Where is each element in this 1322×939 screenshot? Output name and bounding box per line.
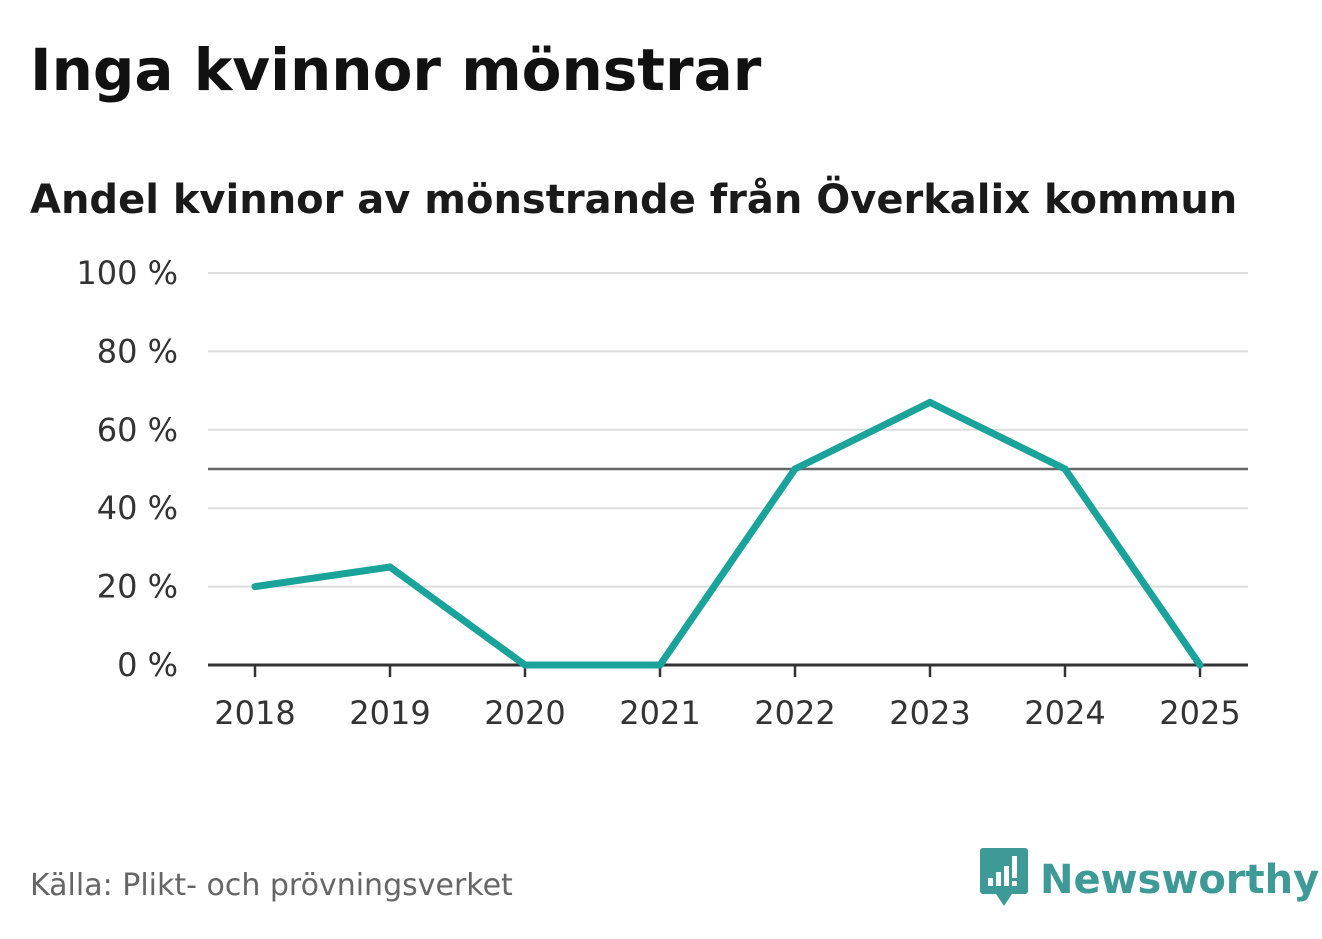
source-note: Källa: Plikt- och prövningsverket <box>30 868 513 903</box>
x-tick-label-2023: 2023 <box>889 694 970 732</box>
x-tick-label-2025: 2025 <box>1159 694 1240 732</box>
bar-chart-speech-icon <box>980 848 1028 912</box>
data-point-2021 <box>656 661 664 669</box>
y-tick-label-0: 0 % <box>117 646 178 684</box>
brand-name: Newsworthy <box>1040 857 1320 903</box>
y-tick-label-100: 100 % <box>76 254 178 292</box>
y-tick-label-40: 40 % <box>97 489 178 527</box>
data-point-2019 <box>386 563 394 571</box>
x-tick-label-2018: 2018 <box>214 694 295 732</box>
axes <box>208 663 1248 677</box>
tick-labels: 0 % 20 % 40 % 60 % 80 % 100 % 2018 2019 2020 2021… <box>76 254 1240 732</box>
x-tick-label-2019: 2019 <box>349 694 430 732</box>
grid-lines <box>208 272 1248 588</box>
chart-title: Inga kvinnor mönstrar <box>30 36 762 104</box>
series <box>251 398 1204 669</box>
y-tick-label-80: 80 % <box>97 332 178 370</box>
x-tick-label-2020: 2020 <box>484 694 565 732</box>
brand-logo: Newsworthy <box>980 848 1320 912</box>
data-point-2018 <box>251 583 259 591</box>
x-tick-label-2024: 2024 <box>1024 694 1105 732</box>
chart-subtitle: Andel kvinnor av mönstrande från Överkal… <box>30 177 1238 223</box>
x-tick-label-2022: 2022 <box>754 694 835 732</box>
data-point-2023 <box>926 398 934 406</box>
x-tick-label-2021: 2021 <box>619 694 700 732</box>
data-point-2025 <box>1196 661 1204 669</box>
data-point-2024 <box>1061 465 1069 473</box>
series-line <box>254 398 1203 669</box>
y-tick-label-20: 20 % <box>97 568 178 606</box>
y-tick-label-60: 60 % <box>97 411 178 449</box>
data-point-2022 <box>791 465 799 473</box>
data-point-2020 <box>521 661 529 669</box>
